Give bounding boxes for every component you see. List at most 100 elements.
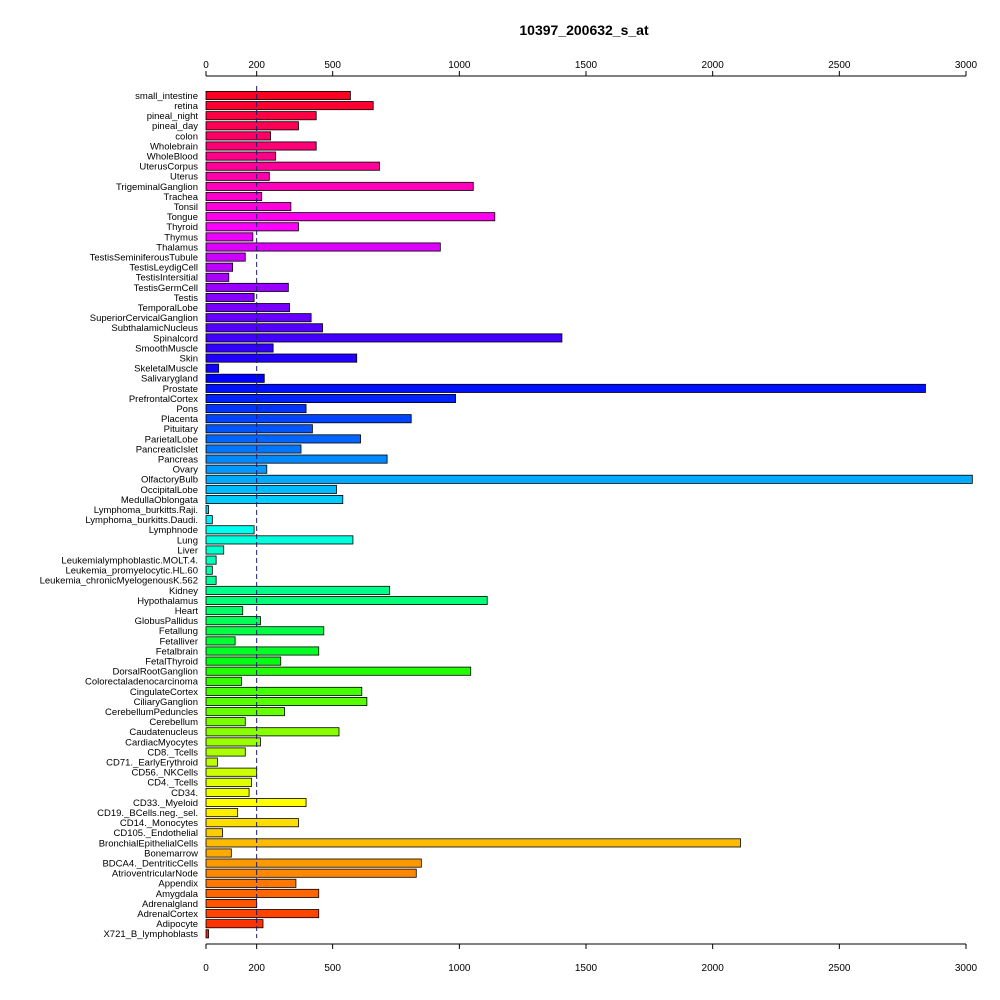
category-label: WholeBlood (147, 152, 198, 163)
tick-label: 1000 (448, 60, 471, 71)
bar (205, 111, 317, 121)
category-label: Lung (177, 535, 198, 546)
bar (205, 393, 456, 403)
category-label: Spinalcord (153, 333, 198, 344)
bar (205, 828, 223, 838)
category-label: Prostate (163, 384, 198, 395)
tick-label: 2000 (702, 963, 725, 974)
chart-title: 10397_200632_s_at (519, 22, 649, 38)
bar (205, 777, 252, 787)
bar (205, 929, 209, 939)
bar (205, 292, 255, 302)
category-label: Trachea (164, 192, 199, 203)
category-label: Fetallung (159, 626, 198, 637)
bar (205, 343, 274, 353)
category-label: Adrenalgland (142, 899, 198, 910)
tick-label: 200 (248, 60, 265, 71)
category-label: Ovary (173, 465, 199, 476)
tick-label: 0 (203, 963, 209, 974)
category-label: CD19._BCells.neg._sel. (97, 808, 198, 819)
bar (205, 717, 246, 727)
tick-label: 2000 (702, 60, 725, 71)
bar (205, 899, 258, 909)
bar (205, 505, 209, 515)
bar (205, 606, 244, 616)
category-label: small_intestine (135, 91, 198, 102)
bar (205, 474, 973, 484)
bar (205, 212, 496, 222)
bar (205, 636, 236, 646)
bar (205, 535, 354, 545)
category-label: CD34. (171, 788, 198, 799)
bar (205, 686, 363, 696)
bar (205, 808, 239, 818)
bar (205, 383, 926, 393)
tick-label: 2500 (828, 963, 851, 974)
category-label: ParietalLobe (145, 434, 198, 445)
category-label: CD56._NKCells (131, 768, 198, 779)
category-label: CD8._Tcells (147, 747, 198, 758)
category-label: OlfactoryBulb (141, 475, 198, 486)
bar (205, 404, 307, 414)
category-label: SuperiorCervicalGanglion (90, 313, 198, 324)
bar (205, 242, 441, 252)
bar (205, 414, 412, 424)
bar (205, 151, 277, 161)
category-label: BronchialEpithelialCells (99, 838, 199, 849)
top-x-axis: 0 200 500 1000 1500 2000 2500 3000 (203, 60, 978, 77)
bar (205, 787, 250, 797)
category-label: Pancreas (158, 455, 198, 466)
tick-label: 1500 (575, 60, 598, 71)
category-label: Lymphoma_burkitts.Daudi. (85, 515, 198, 526)
bar (205, 91, 351, 101)
bar (205, 353, 358, 363)
category-label: OccipitalLobe (140, 485, 198, 496)
category-label: CD14._Monocytes (120, 818, 198, 829)
bar (205, 181, 474, 191)
tick-label: 500 (324, 60, 341, 71)
category-label: Thyroid (166, 222, 198, 233)
bar (205, 666, 472, 676)
bar (205, 555, 217, 565)
tick-label: 1000 (448, 963, 471, 974)
bar (205, 919, 264, 929)
category-label: Leukemia_chronicMyelogenousK.562 (40, 576, 198, 587)
bar (205, 737, 261, 747)
category-label: colon (175, 131, 198, 142)
bar (205, 818, 299, 828)
category-label: TemporalLobe (138, 303, 198, 314)
category-label: FetalThyroid (145, 657, 198, 668)
category-label: PrefrontalCortex (129, 394, 198, 405)
bar (205, 232, 254, 242)
category-label: Cerebellum (149, 717, 198, 728)
bar (205, 626, 325, 636)
tick-label: 200 (248, 963, 265, 974)
category-label: Adipocyte (156, 919, 198, 930)
category-label: Hypothalamus (137, 596, 198, 607)
category-label: CiliaryGanglion (134, 697, 198, 708)
category-label: Lymphnode (149, 525, 198, 536)
category-label: CerebellumPeduncles (105, 707, 198, 718)
category-label: Placenta (161, 414, 199, 425)
category-label: X721_B_lymphoblasts (103, 929, 198, 940)
bar (205, 161, 380, 171)
category-label: Fetalbrain (156, 646, 198, 657)
bar (205, 191, 263, 201)
category-label: Uterus (170, 172, 198, 183)
bar (205, 373, 265, 383)
bar (205, 525, 255, 535)
category-label: PancreaticIslet (136, 444, 199, 455)
bar (205, 757, 218, 767)
bar (205, 707, 285, 717)
category-label: CardiacMyocytes (125, 737, 198, 748)
category-label: pineal_day (152, 121, 198, 132)
category-label: Kidney (169, 586, 198, 597)
bar (205, 747, 246, 757)
bar (205, 858, 422, 868)
bar (205, 444, 302, 454)
bar (205, 222, 299, 232)
category-label: TestisLeydigCell (129, 263, 198, 274)
category-label: Leukemia_promyelocytic.HL.60 (65, 566, 198, 577)
bar (205, 262, 234, 272)
bar (205, 575, 217, 585)
